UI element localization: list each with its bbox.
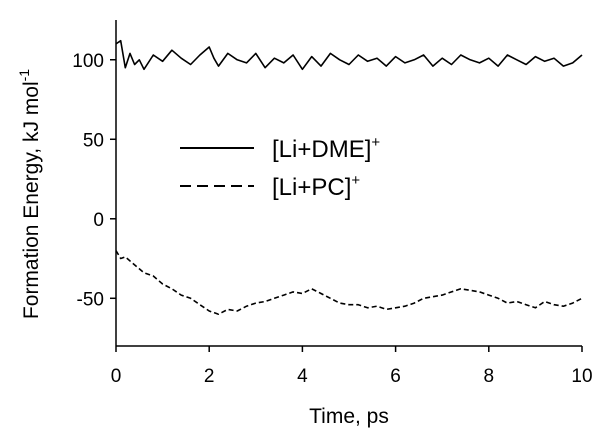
x-tick-label: 8 [484,366,495,387]
y-tick-label: 0 [93,210,104,231]
x-tick-label: 6 [390,366,401,387]
legend: [Li+DME]+ [Li+PC]+ [180,134,380,201]
series-line-dme [115,39,583,71]
y-tick-label: 100 [72,51,104,72]
x-tick-label: 2 [204,366,215,387]
series-layer [115,39,583,316]
x-tick-label: 0 [111,366,122,387]
legend-label-dme: [Li+DME]+ [272,134,380,163]
x-tick-label: 4 [297,366,308,387]
series-line-pc [115,250,583,316]
legend-label-pc: [Li+PC]+ [272,172,360,201]
x-axis-title: Time, ps [309,405,389,428]
y-tick-label: -50 [77,289,104,310]
x-tick-label: 10 [571,366,592,387]
y-tick-label: 50 [83,130,104,151]
y-axis-title: Formation Energy, kJ mol-1 [16,69,43,319]
axes: 0 2 4 6 8 10 100 50 0 -50 [72,20,593,387]
